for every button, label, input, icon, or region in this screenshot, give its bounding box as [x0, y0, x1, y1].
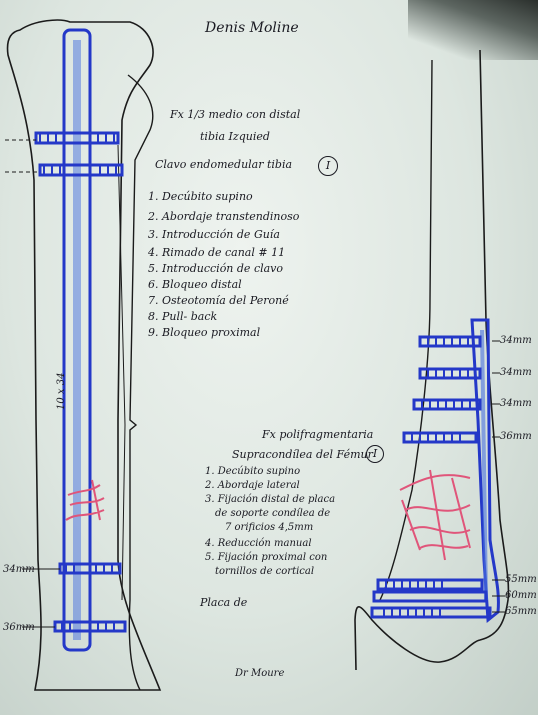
screw-label-36: 36mm	[3, 622, 35, 633]
left-step: 5. Introducción de clavo	[148, 262, 284, 275]
condylar-plate	[470, 318, 500, 623]
intramedullary-nail	[62, 28, 92, 652]
left-step: 6. Bloqueo distal	[148, 278, 242, 291]
right-step: de soporte condílea de	[215, 508, 331, 519]
left-title-line3: Clavo endomedular tibia	[155, 158, 293, 171]
plate-screw-label: 60mm	[505, 590, 537, 601]
right-step: tornillos de cortical	[215, 566, 315, 577]
left-title-line1: Fx 1/3 medio con distal	[170, 108, 301, 121]
left-title-line2: tibia Izquied	[200, 130, 270, 143]
left-step: 7. Osteotomía del Peroné	[148, 294, 289, 307]
plate-screw-label: 34mm	[500, 367, 532, 378]
left-step: 4. Rimado de canal # 11	[148, 246, 286, 259]
shadow-corner	[408, 0, 538, 60]
right-title-line2: Supracondílea del Fémur	[232, 448, 373, 461]
right-step: 5. Fijación proximal con	[205, 552, 328, 563]
plate-screw-label: 34mm	[500, 335, 532, 346]
right-step: 7 orificios 4,5mm	[225, 522, 314, 533]
signature: Dr Moure	[235, 668, 285, 679]
left-step: 8. Pull- back	[148, 310, 218, 323]
fibula-outline	[127, 74, 154, 691]
right-step: 1. Decúbito supino	[205, 466, 301, 477]
right-title-line1: Fx polifragmentaria	[262, 428, 374, 441]
right-step: 2. Abordaje lateral	[205, 480, 300, 491]
plate-screw-label: 36mm	[500, 431, 532, 442]
plate-screw-label: 34mm	[500, 398, 532, 409]
femur-fracture-lines	[399, 469, 471, 561]
proximal-locking-screws	[34, 131, 124, 177]
left-badge: I	[318, 156, 338, 176]
left-step: 3. Introducción de Guía	[148, 228, 280, 241]
tibia-fracture-lines	[65, 479, 105, 521]
left-step: 9. Bloqueo proximal	[148, 326, 261, 339]
plate-screw-label: 55mm	[505, 574, 537, 585]
right-step: 3. Fijación distal de placa	[205, 494, 336, 505]
tibia-outline	[6, 19, 162, 691]
plate-screws-proximal	[402, 335, 482, 444]
placa-note: Placa de	[200, 596, 248, 609]
right-badge: I	[366, 445, 384, 463]
author-name: Denis Moline	[205, 20, 299, 36]
left-step: 2. Abordaje transtendinoso	[148, 210, 300, 223]
plate-screw-label: 65mm	[505, 606, 537, 617]
nail-size-label: 10 x 34	[56, 372, 67, 410]
femur-outline	[354, 49, 510, 671]
screw-label-34: 34mm	[3, 564, 35, 575]
left-step: 1. Decúbito supino	[148, 190, 253, 203]
right-step: 4. Reducción manual	[205, 538, 312, 549]
